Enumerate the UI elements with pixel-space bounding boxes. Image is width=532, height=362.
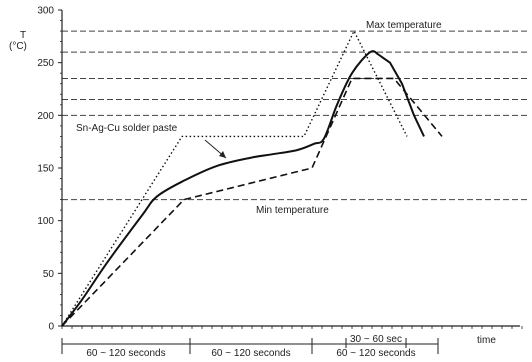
y-tick-label-3: 150: [37, 164, 54, 175]
series-line-solid: [61, 50, 425, 327]
span-label-soak: 60 ~ 120 seconds: [211, 348, 290, 359]
span-label-peak: 30 ~ 60 sec: [350, 334, 402, 345]
time-spans: 60 ~ 120 seconds 60 ~ 120 seconds 60 ~ 1…: [61, 334, 439, 359]
x-axis-label: time: [477, 335, 496, 346]
y-tick-label-2: 100: [37, 216, 54, 227]
y-tick-label-5: 250: [37, 58, 54, 69]
y-ticks: 0 50 100 150 200 250 300: [37, 6, 523, 333]
min-temperature-label: Min temperature: [256, 205, 329, 216]
y-tick-label-1: 50: [43, 269, 55, 280]
series-line-dashed: [61, 77, 443, 327]
max-temperature-label: Max temperature: [366, 20, 442, 31]
y-axis-unit: (°C): [9, 41, 27, 52]
y-tick-label-0: 0: [48, 322, 54, 333]
y-axis-label: T: [20, 30, 26, 41]
reference-lines: [62, 30, 530, 201]
span-label-reflow: 60 ~ 120 seconds: [336, 348, 415, 359]
series-line-dotted: [61, 29, 408, 327]
solder-paste-annotation: Sn-Ag-Cu solder paste: [76, 123, 178, 134]
series-group: [61, 29, 443, 327]
span-label-preheat: 60 ~ 120 seconds: [86, 348, 165, 359]
y-tick-label-4: 200: [37, 111, 54, 122]
y-tick-label-6: 300: [37, 6, 54, 17]
annotation-arrowhead: [219, 151, 226, 158]
